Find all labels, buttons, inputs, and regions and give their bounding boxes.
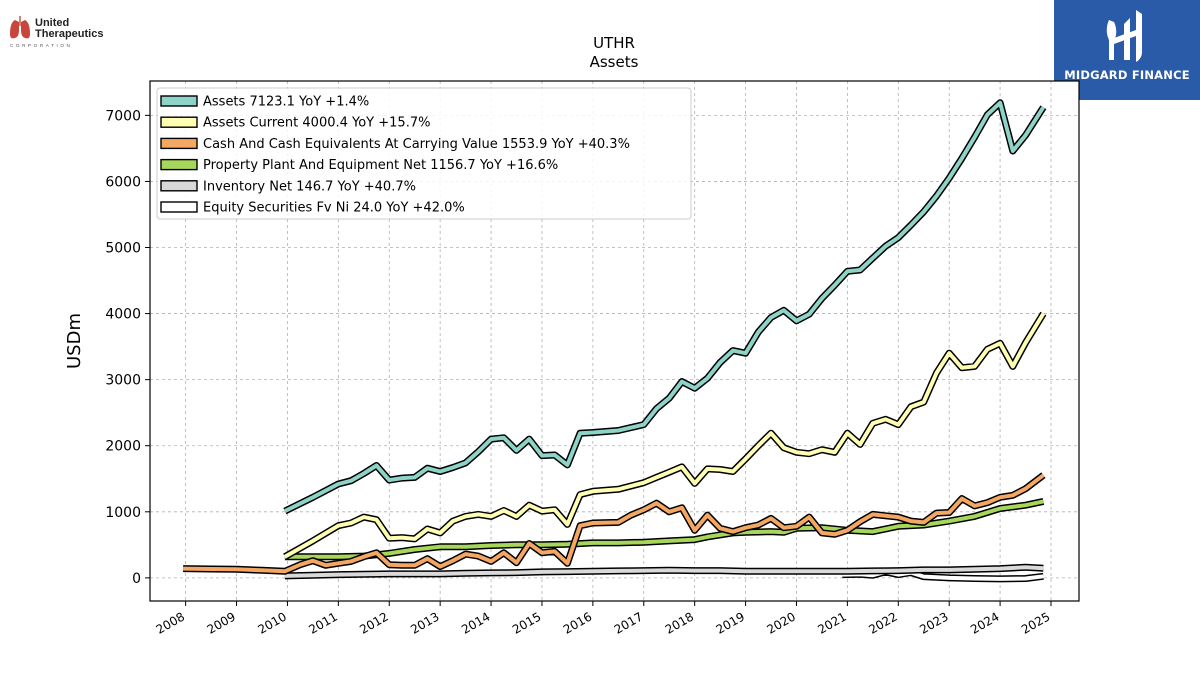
legend-swatch xyxy=(160,116,198,128)
y-axis-label: USDm xyxy=(64,313,85,369)
x-tick-label: 2024 xyxy=(968,609,1001,636)
series-line xyxy=(842,569,1044,581)
lungs-icon: United Therapeutics CORPORATION xyxy=(10,16,103,48)
legend-box xyxy=(156,87,692,220)
legend-label: Assets Current 4000.4 YoY +15.7% xyxy=(203,116,430,131)
x-tick-label: 2016 xyxy=(561,609,594,636)
legend: Assets 7123.1 YoY +1.4% Assets Current 40… xyxy=(156,87,692,220)
company-name-line1: United xyxy=(35,17,69,29)
y-tick-label: 2000 xyxy=(105,439,141,455)
x-tick-label: 2008 xyxy=(154,609,187,636)
legend-swatch xyxy=(160,180,198,192)
legend-label: Inventory Net 146.7 YoY +40.7% xyxy=(203,179,416,194)
midgard-emblem-icon xyxy=(1106,10,1142,62)
series-line xyxy=(284,499,1044,559)
x-tick-label: 2009 xyxy=(205,609,238,636)
x-tick-label: 2023 xyxy=(917,609,950,636)
company-logo: United Therapeutics CORPORATION xyxy=(8,14,120,50)
x-tick-label: 2010 xyxy=(255,609,288,636)
y-tick-label: 4000 xyxy=(105,307,141,323)
x-tick-label: 2020 xyxy=(765,609,798,636)
legend-swatch xyxy=(160,137,198,150)
x-tick-label: 2021 xyxy=(815,609,848,636)
y-tick-label: 6000 xyxy=(105,174,141,190)
series-assets xyxy=(283,99,1047,515)
series-cash-and-cash-equivalents-at-carrying-value xyxy=(183,472,1046,575)
chart-subtitle: Assets xyxy=(590,53,639,71)
series-line xyxy=(183,473,1045,574)
series-line xyxy=(284,100,1046,513)
x-tick-label: 2018 xyxy=(663,609,696,636)
x-tick-label: 2025 xyxy=(1019,609,1052,636)
series-lines xyxy=(183,99,1047,583)
legend-label: Equity Securities Fv Ni 24.0 YoY +42.0% xyxy=(203,201,465,216)
x-tick-label: 2015 xyxy=(510,609,543,636)
y-tick-label: 7000 xyxy=(105,108,141,124)
company-name-line3: CORPORATION xyxy=(10,43,72,48)
legend-label: Assets 7123.1 YoY +1.4% xyxy=(203,95,369,110)
x-tick-label: 2013 xyxy=(408,609,441,636)
legend-swatch xyxy=(160,95,198,107)
y-tick-label: 0 xyxy=(132,571,141,587)
chart-title: UTHR xyxy=(593,34,635,52)
series-line xyxy=(283,312,1046,559)
series-property-plant-and-equipment-net xyxy=(284,497,1045,561)
x-tick-label: 2014 xyxy=(459,609,492,636)
series-assets-current xyxy=(283,311,1047,560)
x-tick-label: 2022 xyxy=(866,609,899,636)
series-line xyxy=(284,565,1044,578)
publisher-logo: MIDGARD FINANCE xyxy=(1054,0,1200,100)
x-tick-label: 2017 xyxy=(612,609,645,636)
legend-swatch xyxy=(160,201,198,213)
series-equity-securities-fv-ni xyxy=(842,568,1044,583)
y-tick-label: 1000 xyxy=(105,505,141,521)
x-tick-label: 2012 xyxy=(357,609,390,636)
publisher-name: MIDGARD FINANCE xyxy=(1064,68,1190,82)
x-tick-label: 2019 xyxy=(714,609,747,636)
y-tick-label: 3000 xyxy=(105,373,141,389)
y-tick-label: 5000 xyxy=(105,241,141,257)
plot-frame xyxy=(149,80,1080,602)
company-name-line2: Therapeutics xyxy=(35,28,103,40)
legend-label: Cash And Cash Equivalents At Carrying Va… xyxy=(203,137,630,152)
x-tick-label: 2011 xyxy=(306,609,339,636)
legend-swatch xyxy=(160,158,198,171)
legend-label: Property Plant And Equipment Net 1156.7 … xyxy=(203,158,558,173)
series-inventory-net xyxy=(284,563,1044,580)
